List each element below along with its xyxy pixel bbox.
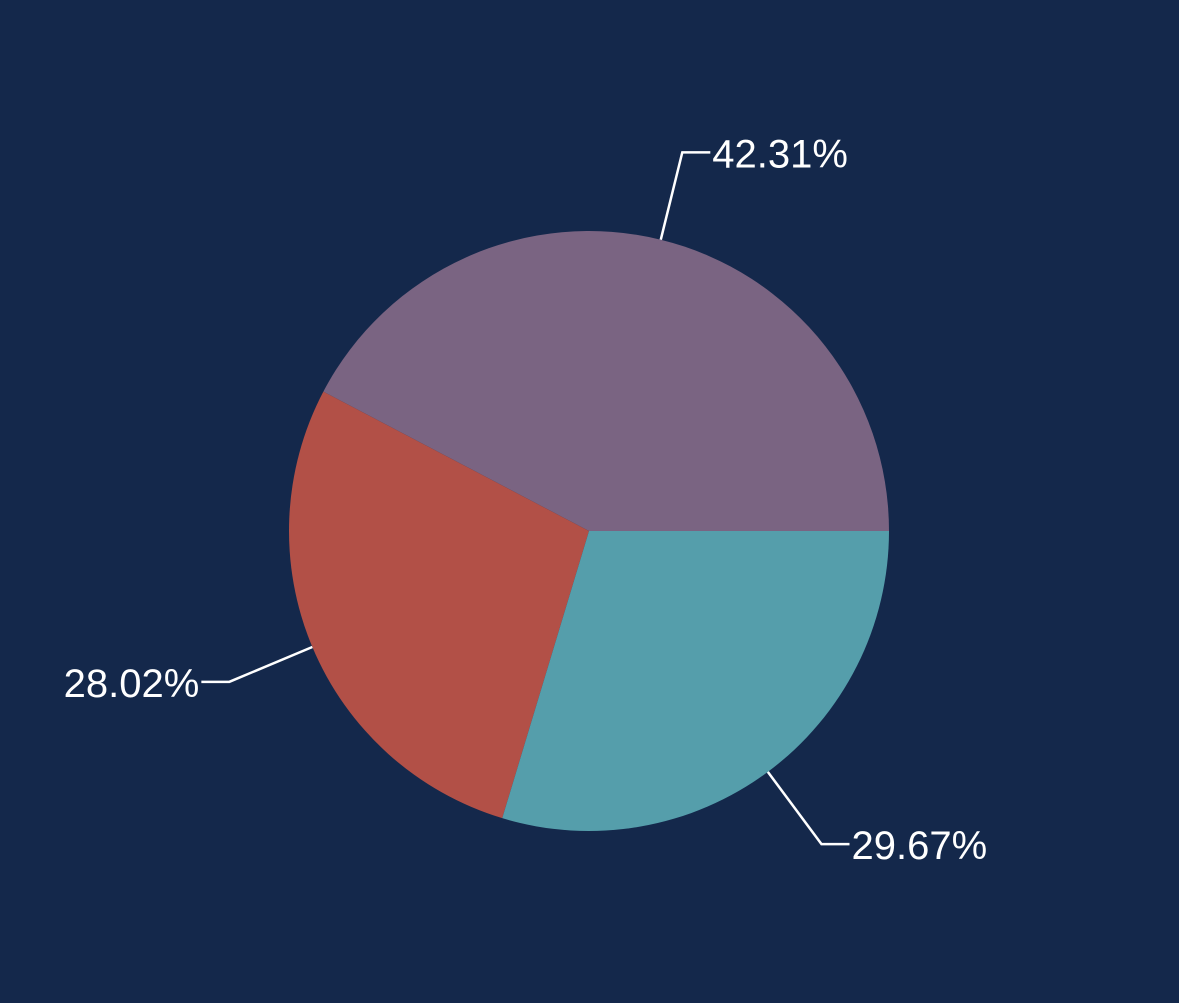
leader-line-1 — [201, 645, 313, 684]
leader-line-0 — [659, 151, 711, 241]
pie-slice-1 — [289, 391, 589, 819]
slice-label-2: 29.67% — [851, 824, 987, 868]
slice-label-1: 28.02% — [64, 662, 200, 706]
pie-slice-0 — [323, 230, 889, 531]
pie-slice-2 — [502, 531, 889, 831]
leader-line-2 — [766, 771, 850, 846]
slice-label-0: 42.31% — [712, 132, 848, 176]
labels: 42.31% 28.02% 29.67% — [64, 132, 987, 868]
slices — [289, 230, 889, 831]
